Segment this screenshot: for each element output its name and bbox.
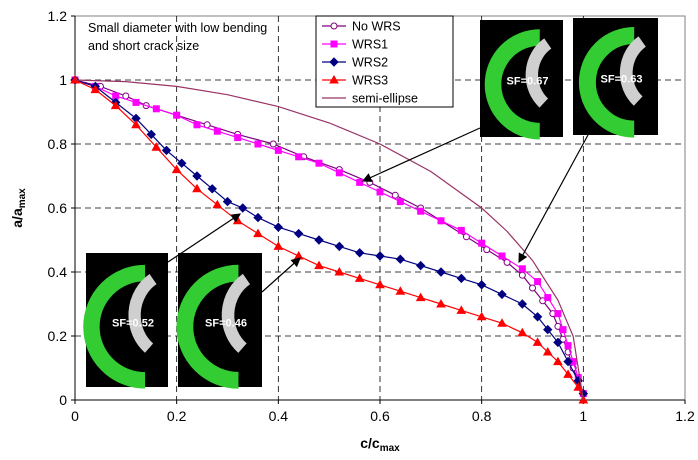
legend-label: WRS3 [352, 74, 388, 88]
legend-label: WRS2 [352, 56, 388, 70]
marker [275, 147, 281, 153]
marker [153, 106, 159, 112]
marker [545, 295, 551, 301]
marker [270, 141, 276, 147]
y-tick-label: 1 [59, 72, 67, 88]
x-tick-label: 0 [71, 408, 79, 424]
marker [535, 279, 541, 285]
y-axis-label: a/amax [9, 188, 28, 228]
inset-label: SF=0.46 [205, 318, 247, 330]
marker [357, 179, 363, 185]
marker [560, 327, 566, 333]
marker [367, 179, 373, 185]
marker [479, 240, 485, 246]
marker [438, 218, 444, 224]
marker [418, 208, 424, 214]
marker [458, 227, 464, 233]
x-tick-label: 0.8 [472, 408, 492, 424]
x-tick-label: 0.6 [370, 408, 390, 424]
y-tick-label: 0.2 [48, 328, 68, 344]
y-tick-label: 0.4 [48, 264, 68, 280]
x-tick-label: 1 [579, 408, 587, 424]
x-tick-label: 0.2 [167, 408, 187, 424]
marker [397, 199, 403, 205]
inset: SF=0.52 [86, 253, 168, 387]
x-axis-label: c/cmax [360, 435, 400, 454]
inset: SF=0.63 [573, 18, 658, 135]
annotation: Small diameter with low bending [88, 21, 267, 35]
marker [296, 154, 302, 160]
inset-label: SF=0.52 [112, 318, 154, 330]
marker [530, 285, 536, 291]
marker [235, 135, 241, 141]
marker [519, 272, 525, 278]
marker [555, 311, 561, 317]
marker [174, 112, 180, 118]
marker [194, 122, 200, 128]
legend-marker [331, 23, 337, 29]
marker [214, 128, 220, 134]
inset-label: SF=0.67 [507, 75, 549, 87]
inset: SF=0.46 [178, 253, 262, 387]
inset: SF=0.67 [480, 20, 563, 137]
marker [255, 141, 261, 147]
y-tick-label: 0.8 [48, 136, 68, 152]
marker [392, 192, 398, 198]
marker [336, 170, 342, 176]
marker [519, 266, 525, 272]
y-tick-label: 1.2 [48, 8, 68, 24]
x-tick-label: 0.4 [269, 408, 289, 424]
marker [377, 189, 383, 195]
annotation: and short crack size [88, 39, 199, 53]
chart: 00.20.40.60.811.200.20.40.60.811.2c/cmax… [0, 0, 698, 455]
marker [499, 253, 505, 259]
y-tick-label: 0 [59, 392, 67, 408]
legend-label: WRS1 [352, 38, 388, 52]
y-axis-label-sub: max [17, 188, 28, 208]
x-tick-label: 1.2 [675, 408, 695, 424]
legend-label: semi-ellipse [352, 92, 418, 106]
legend-marker [331, 41, 337, 47]
x-axis-label-sub: max [380, 443, 400, 454]
marker [133, 99, 139, 105]
marker [316, 160, 322, 166]
y-axis-label-main: a/a [9, 208, 25, 228]
x-axis-label-main: c/c [360, 435, 380, 451]
y-tick-label: 0.6 [48, 200, 68, 216]
legend-label: No WRS [352, 20, 401, 34]
marker [565, 343, 571, 349]
inset-label: SF=0.63 [601, 73, 643, 85]
